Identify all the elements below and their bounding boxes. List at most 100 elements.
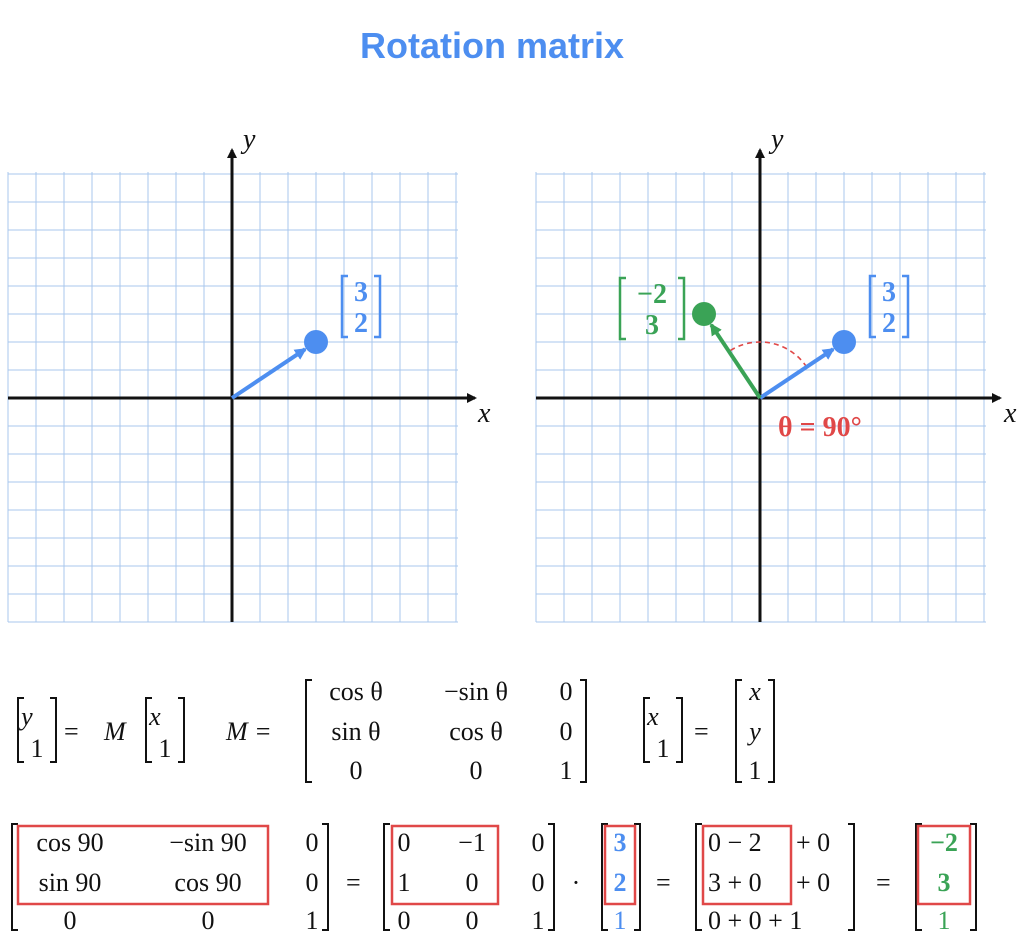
eq3-equals: = [694, 717, 709, 746]
m90-cell: sin 90 [39, 868, 102, 897]
m90-cell: 0 [306, 868, 319, 897]
eq3-lhs-one: 1 [657, 734, 670, 763]
eq2-cell: 0 [470, 756, 483, 785]
bracket-left [868, 274, 876, 339]
sum-cell: 0 + 0 + 1 [708, 906, 802, 935]
page-title: Rotation matrix [360, 25, 624, 66]
left-vector-label: 3 2 [340, 274, 382, 339]
mnum-cell: 0 [398, 906, 411, 935]
eq3-rhs-x: x [748, 677, 761, 706]
highlight-box [916, 824, 972, 906]
equation-definition: y⃗ 1 = M x⃗ 1 M = cos θ −sin θ 0 sin θ c… [17, 677, 775, 785]
eq2-cell: cos θ [449, 717, 503, 746]
result-cell: 3 [938, 868, 951, 897]
sum-cell: + 0 [796, 828, 830, 857]
m90-cell: 0 [202, 906, 215, 935]
m90-cell: cos 90 [174, 868, 241, 897]
eq1-lhs-one: 1 [31, 734, 44, 763]
bracket-right [374, 274, 382, 339]
rotation-angle-label: θ = 90° [778, 412, 862, 443]
bracket-left [601, 823, 608, 931]
eq1-rhs-one: 1 [159, 734, 172, 763]
right-original-label: 3 2 [868, 274, 910, 339]
bracket-right [634, 823, 641, 931]
rotated-label-x: −2 [637, 279, 667, 310]
bracket-right [580, 679, 587, 783]
green-rotated-point [692, 302, 716, 326]
bracket-left [340, 274, 348, 339]
mnum-cell: 0 [398, 828, 411, 857]
vec-cell: 2 [614, 868, 627, 897]
right-original-label-y: 2 [882, 308, 896, 339]
bracket-left [735, 679, 742, 783]
eq2-cell: 1 [560, 756, 573, 785]
mnum-cell: 0 [532, 828, 545, 857]
eq1-m: M [103, 717, 127, 746]
bracket-right [50, 697, 57, 763]
left-plot: x y 3 2 [7, 124, 491, 623]
highlight-box [16, 824, 270, 906]
result-cell: −2 [930, 828, 958, 857]
bracket-left [695, 823, 702, 931]
comp-equals: = [656, 868, 671, 897]
left-vector-label-y: 2 [354, 308, 368, 339]
right-original-label-x: 3 [882, 277, 896, 308]
sum-cell: 3 + 0 [708, 868, 762, 897]
bracket-left [383, 823, 390, 931]
green-rotated-vector [709, 323, 762, 400]
bracket-right [678, 276, 686, 341]
sum-cell: + 0 [796, 868, 830, 897]
comp-equals: = [876, 868, 891, 897]
left-x-axis-label: x [477, 398, 491, 429]
mnum-cell: 0 [466, 906, 479, 935]
eq2-cell: 0 [560, 677, 573, 706]
m90-cell: 0 [306, 828, 319, 857]
eq2-cell: 0 [350, 756, 363, 785]
bracket-right [676, 697, 683, 763]
right-x-axis-label: x [1003, 398, 1017, 429]
mnum-cell: 0 [466, 868, 479, 897]
eq3-rhs-y: y [746, 717, 761, 746]
bracket-left [618, 276, 626, 341]
bracket-left [915, 823, 922, 931]
highlight-box [701, 824, 793, 906]
bracket-right [902, 274, 910, 339]
mnum-cell: 1 [398, 868, 411, 897]
bracket-right [848, 823, 855, 931]
sum-cell: 0 − 2 [708, 828, 762, 857]
m90-cell: 1 [306, 906, 319, 935]
eq3-lhs-vector: x⃗ [646, 702, 679, 731]
mnum-cell: 0 [532, 868, 545, 897]
right-blue-vector [758, 347, 835, 400]
left-blue-vector [230, 347, 307, 400]
vec-cell: 3 [614, 828, 627, 857]
mnum-cell: 1 [532, 906, 545, 935]
eq1-lhs-vector: y⃗ [18, 702, 53, 731]
bracket-left [305, 679, 312, 783]
highlight-box [603, 824, 637, 906]
bracket-right [548, 823, 555, 931]
equation-computation: cos 90 −sin 90 0 sin 90 cos 90 0 0 0 1 =… [11, 823, 977, 935]
bracket-right [178, 697, 185, 763]
bracket-right [970, 823, 977, 931]
rotation-angle-arc [728, 341, 808, 368]
eq2-cell: sin θ [331, 717, 380, 746]
bracket-left [11, 823, 18, 931]
left-y-axis-label: y [240, 124, 256, 155]
mnum-cell: −1 [458, 828, 486, 857]
eq2-cell: cos θ [329, 677, 383, 706]
m90-cell: cos 90 [36, 828, 103, 857]
eq2-lhs: M = [225, 717, 272, 746]
eq2-cell: −sin θ [444, 677, 508, 706]
right-plot: x y 3 2 −2 3 θ = 90° [535, 124, 1017, 623]
bracket-right [322, 823, 329, 931]
rotated-label-y: 3 [645, 310, 659, 341]
eq1-rhs-vector: x⃗ [148, 702, 181, 731]
bracket-left [145, 697, 152, 763]
highlight-box [390, 824, 500, 906]
result-cell: 1 [938, 906, 951, 935]
m90-cell: −sin 90 [169, 828, 247, 857]
comp-dot: · [572, 868, 581, 897]
eq3-rhs-one: 1 [749, 756, 762, 785]
